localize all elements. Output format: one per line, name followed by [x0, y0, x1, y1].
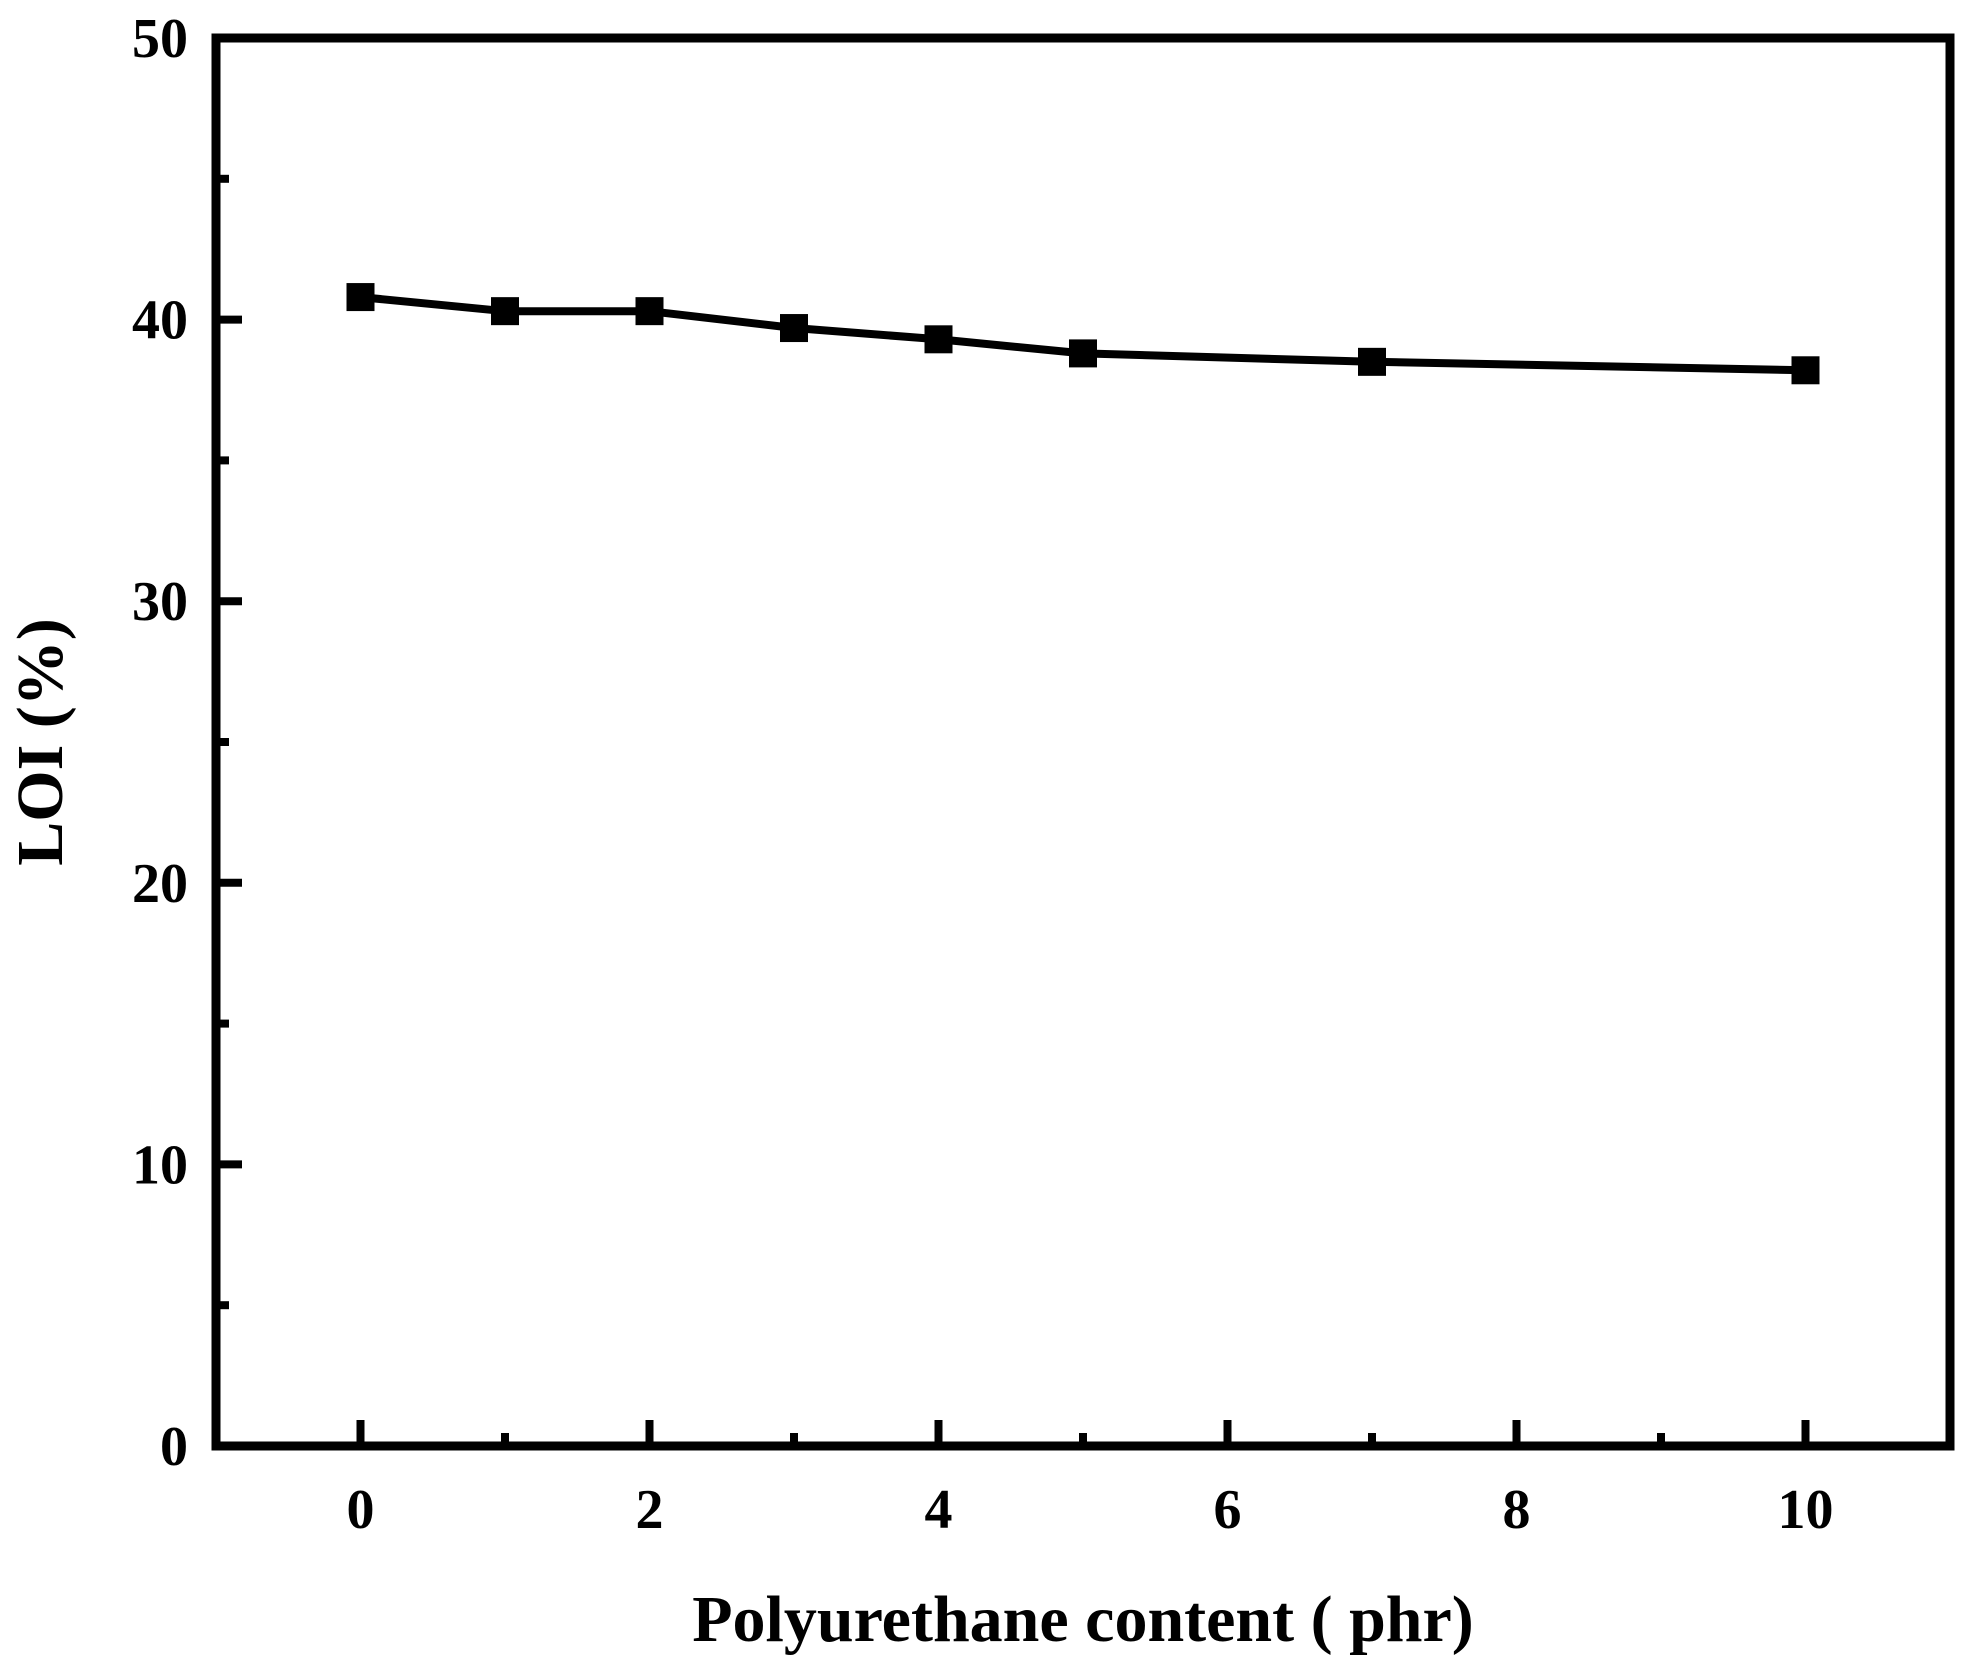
y-tick-label: 0 — [160, 1416, 188, 1478]
series-markers — [346, 283, 1820, 385]
y-tick-label: 50 — [132, 8, 188, 70]
x-tick-label: 8 — [1503, 1479, 1531, 1541]
data-point-marker — [1358, 347, 1386, 376]
data-point-marker — [635, 297, 664, 326]
x-tick-label: 6 — [1214, 1479, 1242, 1541]
data-point-marker — [780, 314, 808, 343]
y-tick-label: 20 — [132, 853, 188, 915]
y-tick-label: 30 — [132, 571, 188, 633]
plot-frame — [211, 33, 1955, 1451]
x-tick-label: 4 — [925, 1479, 953, 1541]
data-point-marker — [1069, 339, 1097, 368]
x-tick-label: 0 — [347, 1479, 375, 1541]
data-point-marker — [1791, 356, 1820, 385]
tick-labels: 0 2 4 6 8 10 0 10 20 30 40 50 — [132, 8, 1834, 1541]
y-axis-title: LOI (%) — [4, 618, 77, 866]
x-tick-label: 2 — [636, 1479, 664, 1541]
data-point-marker — [491, 297, 519, 326]
x-axis-title: Polyurethane content ( phr) — [692, 1583, 1474, 1656]
series-line — [360, 293, 1806, 375]
y-tick-label: 40 — [132, 290, 188, 352]
data-point-marker — [924, 325, 953, 354]
data-point-marker — [346, 283, 375, 312]
x-tick-label: 10 — [1778, 1479, 1834, 1541]
y-tick-label: 10 — [132, 1134, 188, 1196]
axis-ticks — [216, 34, 1810, 1450]
